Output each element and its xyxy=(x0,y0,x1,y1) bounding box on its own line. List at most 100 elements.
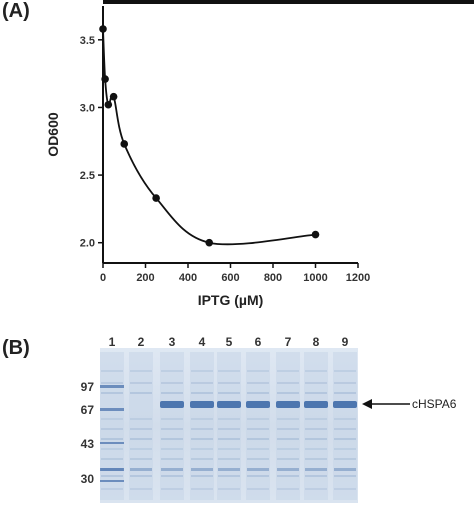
faint-band xyxy=(130,458,152,460)
faint-band xyxy=(277,370,299,372)
faint-band xyxy=(101,382,123,384)
faint-band xyxy=(161,382,183,384)
faint-band xyxy=(334,418,356,420)
faint-band xyxy=(334,428,356,430)
x-tick-label: 0 xyxy=(100,272,106,284)
faint-band xyxy=(130,392,152,394)
faint-band xyxy=(334,488,356,490)
faint-band xyxy=(191,428,213,430)
low-band xyxy=(218,468,240,471)
gel-lane xyxy=(276,352,300,500)
faint-band xyxy=(101,428,123,430)
cHSPA6-band xyxy=(333,401,357,408)
faint-band xyxy=(218,370,240,372)
faint-band xyxy=(247,488,269,490)
faint-band xyxy=(218,458,240,460)
chart-ticks: 0 200 400 600 800 1000 1200 2.0 2.5 3.0 3.5 xyxy=(80,35,371,284)
faint-band xyxy=(101,488,123,490)
y-axis-title: OD600 xyxy=(45,112,61,157)
faint-band xyxy=(334,475,356,477)
faint-band xyxy=(247,458,269,460)
faint-band xyxy=(218,382,240,384)
faint-band xyxy=(101,458,123,460)
cHSPA6-band xyxy=(160,401,184,408)
cHSPA6-band xyxy=(217,401,241,408)
faint-band xyxy=(218,448,240,450)
faint-band xyxy=(218,392,240,394)
gel-lane xyxy=(217,352,241,500)
faint-band xyxy=(334,382,356,384)
faint-band xyxy=(277,448,299,450)
faint-band xyxy=(334,448,356,450)
lane-number: 9 xyxy=(342,335,349,349)
y-tick-label: 2.5 xyxy=(80,170,95,182)
faint-band xyxy=(305,458,327,460)
faint-band xyxy=(305,382,327,384)
faint-band xyxy=(305,428,327,430)
x-tick-label: 800 xyxy=(264,272,282,284)
faint-band xyxy=(130,448,152,450)
faint-band xyxy=(101,370,123,372)
low-band xyxy=(130,468,152,471)
x-tick-label: 200 xyxy=(136,272,154,284)
faint-band xyxy=(191,438,213,440)
faint-band xyxy=(218,475,240,477)
band-arrow-head xyxy=(362,399,372,409)
faint-band xyxy=(334,392,356,394)
low-band xyxy=(247,468,269,471)
gel-lanes xyxy=(100,352,357,500)
data-point xyxy=(101,75,109,83)
cHSPA6-band-label: cHSPA6 xyxy=(412,397,457,411)
gel-lane xyxy=(246,352,270,500)
faint-band xyxy=(334,370,356,372)
faint-band xyxy=(130,488,152,490)
marker-size-label: 67 xyxy=(81,403,95,417)
marker-band xyxy=(100,480,124,482)
faint-band xyxy=(101,448,123,450)
data-point xyxy=(99,25,107,33)
faint-band xyxy=(130,428,152,430)
cHSPA6-band xyxy=(246,401,270,408)
faint-band xyxy=(161,392,183,394)
faint-band xyxy=(130,475,152,477)
gel-lane xyxy=(160,352,184,500)
faint-band xyxy=(247,418,269,420)
faint-band xyxy=(101,392,123,394)
cHSPA6-band xyxy=(276,401,300,408)
lane-labels: 1 2 3 4 5 6 7 8 9 xyxy=(109,335,349,349)
faint-band xyxy=(247,448,269,450)
y-tick-label: 3.0 xyxy=(80,102,95,114)
x-tick-label: 1000 xyxy=(303,272,327,284)
low-band xyxy=(334,468,356,471)
faint-band xyxy=(277,438,299,440)
faint-band xyxy=(305,438,327,440)
faint-band xyxy=(191,488,213,490)
y-tick-label: 3.5 xyxy=(80,35,95,47)
data-point xyxy=(152,194,160,202)
lane-number: 3 xyxy=(169,335,176,349)
faint-band xyxy=(218,428,240,430)
faint-band xyxy=(161,370,183,372)
faint-band xyxy=(305,488,327,490)
faint-band xyxy=(161,448,183,450)
marker-band xyxy=(100,408,124,411)
data-point xyxy=(205,238,214,247)
chart-axes xyxy=(102,6,358,264)
faint-band xyxy=(247,392,269,394)
faint-band xyxy=(161,488,183,490)
faint-band xyxy=(191,382,213,384)
faint-band xyxy=(218,418,240,420)
low-band xyxy=(191,468,213,471)
marker-band xyxy=(100,468,124,471)
marker-size-label: 30 xyxy=(81,472,95,486)
low-band xyxy=(161,468,183,471)
faint-band xyxy=(305,392,327,394)
gel-lane xyxy=(333,352,357,500)
faint-band xyxy=(191,475,213,477)
faint-band xyxy=(161,458,183,460)
data-point xyxy=(104,100,113,109)
faint-band xyxy=(277,392,299,394)
faint-band xyxy=(277,488,299,490)
gel-lane xyxy=(129,352,153,500)
